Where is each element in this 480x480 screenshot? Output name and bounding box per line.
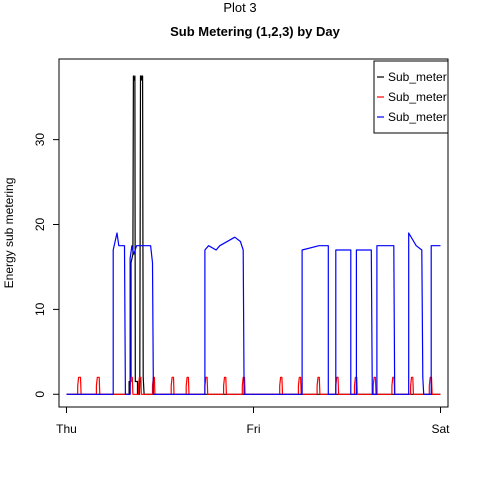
x-axis: Thu Fri Sat (56, 407, 450, 436)
y-axis-label: Energy sub metering (2, 178, 16, 289)
y-axis: 0 10 20 30 (33, 133, 59, 398)
series-line-2 (67, 377, 441, 394)
x-tick-label: Sat (432, 422, 451, 436)
x-tick-label: Fri (247, 422, 261, 436)
legend: Sub_meter Sub_meter Sub_meter (374, 61, 448, 133)
y-tick-label: 0 (33, 391, 47, 398)
series-line-3 (67, 233, 441, 394)
legend-label: Sub_meter (388, 70, 447, 84)
x-tick-label: Thu (56, 422, 77, 436)
legend-label: Sub_meter (388, 110, 447, 124)
y-tick-label: 10 (33, 302, 47, 316)
y-tick-label: 20 (33, 218, 47, 232)
y-tick-label: 30 (33, 133, 47, 147)
legend-label: Sub_meter (388, 90, 447, 104)
